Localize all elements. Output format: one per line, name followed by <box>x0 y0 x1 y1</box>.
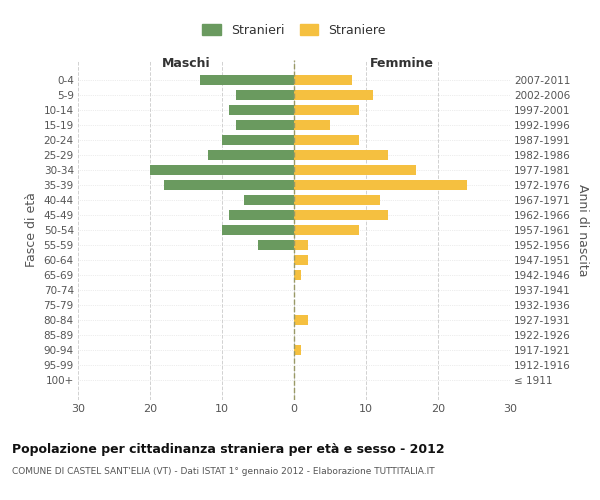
Legend: Stranieri, Straniere: Stranieri, Straniere <box>197 18 391 42</box>
Bar <box>150 166 294 175</box>
Bar <box>200 76 294 85</box>
Bar <box>294 180 467 190</box>
Text: COMUNE DI CASTEL SANT'ELIA (VT) - Dati ISTAT 1° gennaio 2012 - Elaborazione TUTT: COMUNE DI CASTEL SANT'ELIA (VT) - Dati I… <box>12 468 434 476</box>
Bar <box>244 195 294 205</box>
Bar <box>294 76 352 85</box>
Bar <box>294 210 388 220</box>
Bar <box>164 180 294 190</box>
Bar <box>208 150 294 160</box>
Bar <box>236 90 294 100</box>
Bar <box>294 150 388 160</box>
Bar <box>229 210 294 220</box>
Text: Maschi: Maschi <box>161 57 211 70</box>
Bar <box>294 120 330 130</box>
Bar <box>294 345 301 354</box>
Bar <box>294 255 308 265</box>
Bar <box>258 240 294 250</box>
Bar <box>222 225 294 235</box>
Bar <box>294 270 301 280</box>
Bar <box>294 315 308 324</box>
Bar <box>236 120 294 130</box>
Bar <box>294 106 359 115</box>
Text: Popolazione per cittadinanza straniera per età e sesso - 2012: Popolazione per cittadinanza straniera p… <box>12 442 445 456</box>
Bar <box>222 136 294 145</box>
Bar <box>294 90 373 100</box>
Bar <box>294 166 416 175</box>
Bar <box>294 225 359 235</box>
Bar <box>294 136 359 145</box>
Bar <box>294 240 308 250</box>
Bar <box>294 195 380 205</box>
Y-axis label: Fasce di età: Fasce di età <box>25 192 38 268</box>
Text: Femmine: Femmine <box>370 57 434 70</box>
Y-axis label: Anni di nascita: Anni di nascita <box>577 184 589 276</box>
Bar <box>229 106 294 115</box>
